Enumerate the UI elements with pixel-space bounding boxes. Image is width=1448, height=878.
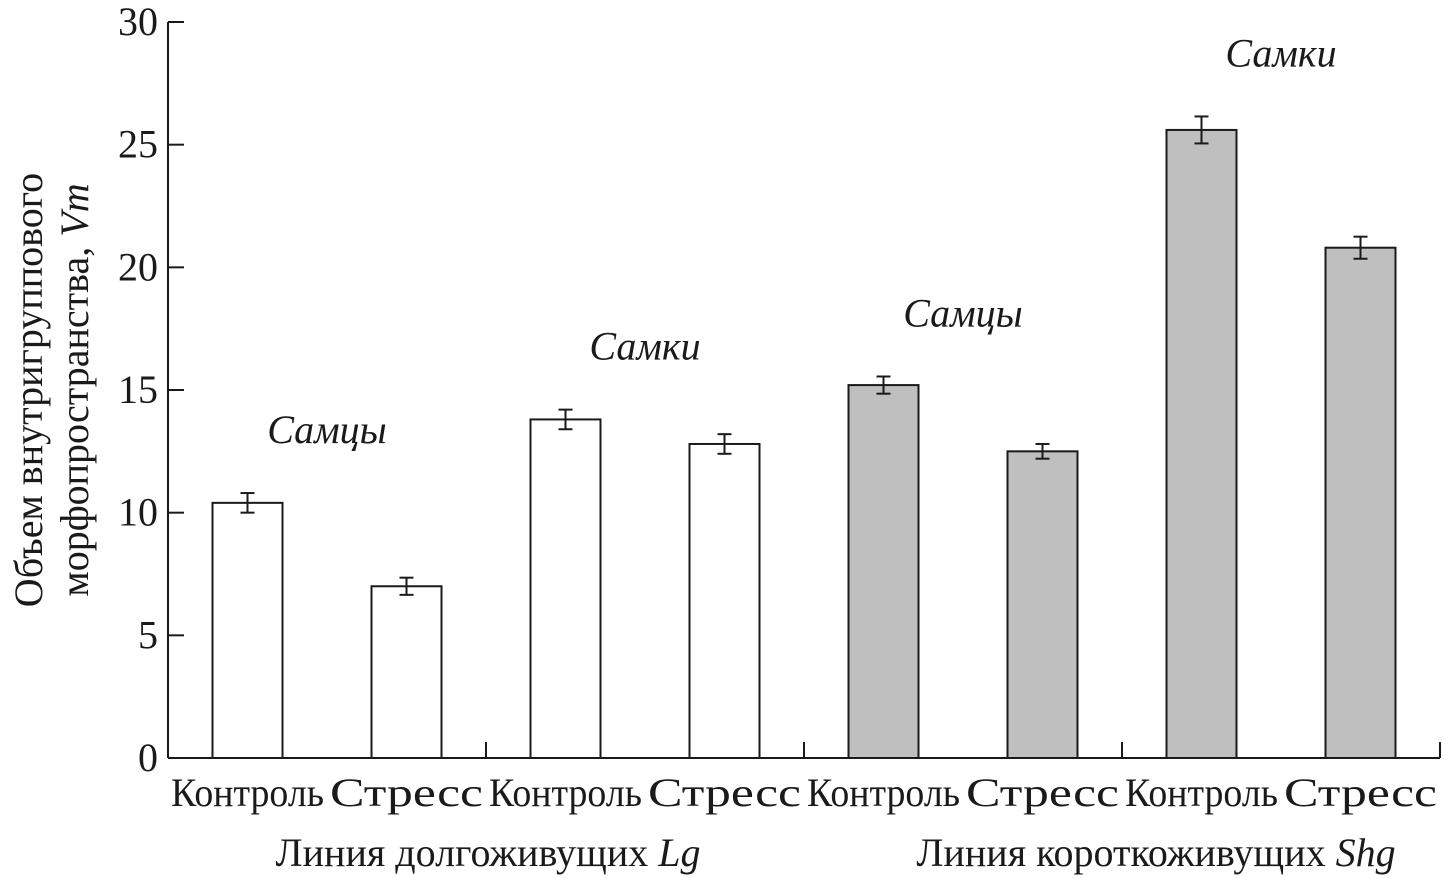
annotations: Самцы Самки Самцы Самки — [267, 30, 1336, 452]
x-tick-label: Стресс — [330, 770, 483, 815]
bar — [370, 585, 443, 759]
y-tick-label: 0 — [138, 735, 158, 780]
group-labels: Линия долгоживущих Lg Линия короткоживущ… — [276, 830, 1396, 875]
group-label-long-lived-text: Линия долгоживущих — [276, 830, 659, 875]
y-tick-label: 30 — [118, 0, 158, 44]
bar — [847, 384, 920, 759]
group-label-long-lived: Линия долгоживущих Lg — [276, 830, 701, 875]
y-tick-label: 20 — [118, 244, 158, 289]
y-tick-label: 15 — [118, 367, 158, 412]
y-tick-label: 25 — [118, 122, 158, 167]
bar — [1006, 450, 1079, 759]
x-tick-label: Контроль — [489, 770, 642, 815]
group-label-short-lived-italic: Shg — [1336, 830, 1396, 875]
y-axis-title-line2-text: морфопространства, — [52, 237, 97, 597]
bars — [211, 115, 1397, 760]
bar — [1165, 128, 1238, 760]
group-label-long-lived-italic: Lg — [657, 830, 700, 875]
y-tick-label: 5 — [138, 612, 158, 657]
bar — [1324, 246, 1397, 759]
y-axis: 0 5 10 15 20 25 30 — [118, 0, 184, 780]
sex-annotation: Самки — [1225, 30, 1336, 75]
y-axis-title-line2: морфопространства, Vm — [52, 183, 97, 596]
y-axis-title-line1: Объем внутригруппового — [6, 173, 51, 607]
bar — [688, 442, 761, 759]
x-tick-label: Стресс — [648, 770, 801, 815]
x-tick-label: Контроль — [807, 770, 960, 815]
x-tick-label: Стресс — [1284, 770, 1437, 815]
bar — [211, 501, 284, 759]
x-tick-label: Стресс — [966, 770, 1119, 815]
group-label-short-lived: Линия короткоживущих Shg — [916, 830, 1395, 875]
sex-annotation: Самки — [589, 324, 700, 369]
x-axis: Контроль Стресс Контроль Стресс Контроль Стре… — [168, 742, 1441, 815]
y-axis-title-line2-italic: Vm — [52, 183, 97, 236]
x-tick-label: Контроль — [1125, 770, 1278, 815]
group-label-short-lived-text: Линия короткоживущих — [916, 830, 1335, 875]
sex-annotation: Самцы — [903, 291, 1023, 336]
sex-annotation: Самцы — [267, 407, 387, 452]
y-axis-title: Объем внутригруппового морфопространства… — [6, 173, 97, 607]
x-tick-label: Контроль — [171, 770, 324, 815]
bar — [529, 418, 602, 759]
y-tick-label: 10 — [118, 490, 158, 535]
